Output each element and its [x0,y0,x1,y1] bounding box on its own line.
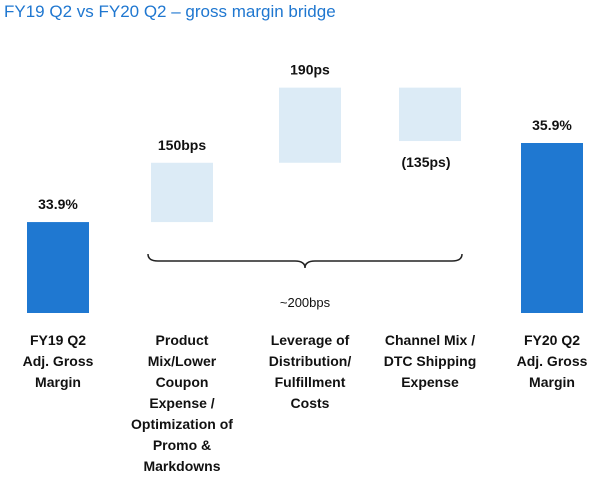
bridge-brace [147,253,463,269]
category-label-0: FY19 Q2 Adj. Gross Margin [0,330,118,393]
category-label-line: Margin [529,374,575,390]
data-label-1: 150bps [158,137,206,153]
category-label-line: Expense / [149,395,215,411]
category-label-line: FY20 Q2 [523,332,581,348]
bar-1 [151,162,213,223]
category-label-line: FY19 Q2 [29,332,87,348]
category-label-line: Margin [35,374,81,390]
category-label-line: Channel Mix / [384,332,476,348]
category-label-line: Adj. Gross [22,353,94,369]
category-label-line: Product [155,332,209,348]
data-label-2: 190ps [290,62,330,78]
bar-0 [27,222,89,313]
category-label-line: Coupon [155,374,209,390]
category-label-3: Channel Mix / DTC Shipping Expense [370,330,490,393]
data-label-4: 35.9% [532,117,572,133]
data-label-3: (135ps) [401,154,450,170]
category-label-line: Adj. Gross [516,353,588,369]
category-label-line: Mix/Lower [147,353,217,369]
category-label-line: Fulfillment [274,374,346,390]
category-label-line: Optimization of [131,416,233,432]
category-label-2: Leverage of Distribution/Fulfillment Costs [250,330,370,414]
category-label-line: Leverage of [270,332,350,348]
category-label-1: Product Mix/Lower Coupon Expense / Optimizat… [122,330,242,477]
annotation-label: ~200bps [280,295,331,310]
category-label-line: Markdowns [143,458,221,474]
bar-4 [521,143,583,313]
category-label-line: Distribution/ [268,353,352,369]
bar-2 [279,87,341,163]
category-label-line: DTC Shipping [383,353,477,369]
category-label-line: Promo & [152,437,212,453]
category-label-line: Expense [401,374,459,390]
data-label-0: 33.9% [38,196,78,212]
bar-3 [399,87,461,142]
chart-title: FY19 Q2 vs FY20 Q2 – gross margin bridge [4,2,336,21]
waterfall-chart: 33.9% 150bps 190ps (135ps) 35.9% ~200bps [27,62,583,313]
category-label-line: Costs [290,395,330,411]
category-label-4: FY20 Q2 Adj. Gross Margin [492,330,594,393]
